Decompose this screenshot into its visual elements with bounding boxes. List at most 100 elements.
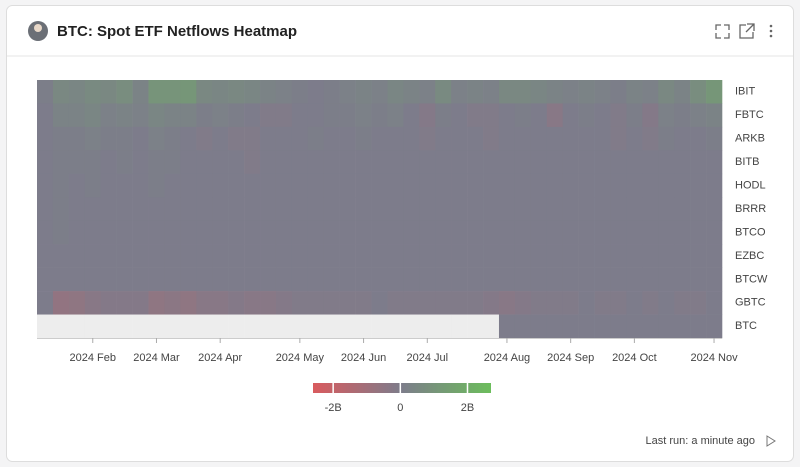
cell [498, 314, 516, 339]
cell [419, 173, 436, 198]
cell [419, 291, 436, 315]
cell [706, 291, 723, 315]
cell [212, 150, 229, 175]
cell [116, 197, 133, 222]
cell [260, 103, 277, 128]
empty-cell [52, 314, 70, 339]
cell [84, 126, 102, 151]
row-label: HODL [735, 179, 766, 191]
cell [706, 220, 723, 245]
cell [467, 150, 484, 175]
cell [132, 80, 149, 104]
cell [690, 291, 707, 315]
cell [674, 197, 691, 222]
cell [594, 126, 611, 151]
cell [228, 267, 245, 292]
cell [291, 244, 309, 268]
cell [467, 291, 484, 315]
cell [132, 150, 149, 175]
fullscreen-icon[interactable] [715, 24, 730, 39]
cell [674, 244, 691, 268]
cell [514, 314, 532, 339]
cell [483, 80, 500, 104]
x-tick-label: 2024 Feb [70, 352, 116, 364]
cell [562, 267, 579, 292]
empty-cell [260, 314, 277, 339]
cell [706, 103, 723, 128]
cell [52, 244, 70, 268]
cell [212, 103, 229, 128]
cell [132, 103, 149, 128]
cell [514, 267, 532, 292]
empty-cell [100, 314, 117, 339]
cell [355, 150, 372, 175]
cell [148, 197, 165, 222]
cell [84, 197, 102, 222]
cell [610, 267, 627, 292]
cell [514, 197, 532, 222]
cell [68, 126, 86, 151]
cell [514, 150, 532, 175]
cell [514, 103, 532, 128]
x-tick-label: 2024 Jul [406, 352, 448, 364]
cell [562, 291, 579, 315]
cell [100, 220, 117, 245]
empty-cell [403, 314, 420, 339]
cell [116, 291, 133, 315]
cell [690, 267, 707, 292]
cell [498, 126, 516, 151]
menu-icon[interactable] [769, 24, 773, 38]
cell [483, 126, 500, 151]
cell [610, 103, 627, 128]
cell [610, 244, 627, 268]
x-tick-label: 2024 Mar [133, 352, 180, 364]
cell [658, 267, 675, 292]
cell [626, 103, 643, 128]
cell [244, 291, 261, 315]
cell [498, 197, 516, 222]
cell [260, 126, 277, 151]
cell [387, 150, 404, 175]
cell [546, 267, 563, 292]
cell [594, 103, 611, 128]
open-icon[interactable] [739, 23, 755, 39]
cell [562, 197, 579, 222]
cell [164, 103, 181, 128]
cell [642, 267, 659, 292]
cell [52, 197, 70, 222]
cell [387, 126, 404, 151]
cell [467, 220, 484, 245]
row-label: BTCO [735, 226, 766, 238]
cell [100, 197, 117, 222]
cell [483, 267, 500, 292]
cell [626, 220, 643, 245]
cell [164, 267, 181, 292]
cell [323, 267, 340, 292]
cell [690, 314, 707, 339]
cell [403, 291, 420, 315]
run-button[interactable] [766, 435, 776, 447]
cell [339, 80, 356, 104]
cell [562, 244, 579, 268]
cell [451, 197, 468, 222]
cell [323, 150, 340, 175]
cell [546, 244, 563, 268]
cell [37, 103, 54, 128]
cell [498, 103, 516, 128]
cell [116, 150, 133, 175]
cell [180, 126, 197, 151]
cell [323, 197, 340, 222]
cell [546, 220, 563, 245]
cell [291, 126, 309, 151]
cell [419, 244, 436, 268]
cell [562, 126, 579, 151]
cell [37, 80, 54, 104]
cell [387, 244, 404, 268]
cell [212, 126, 229, 151]
cell [84, 173, 102, 198]
cell [483, 150, 500, 175]
cell [562, 80, 579, 104]
cell [164, 150, 181, 175]
cell [68, 267, 86, 292]
cell [244, 103, 261, 128]
